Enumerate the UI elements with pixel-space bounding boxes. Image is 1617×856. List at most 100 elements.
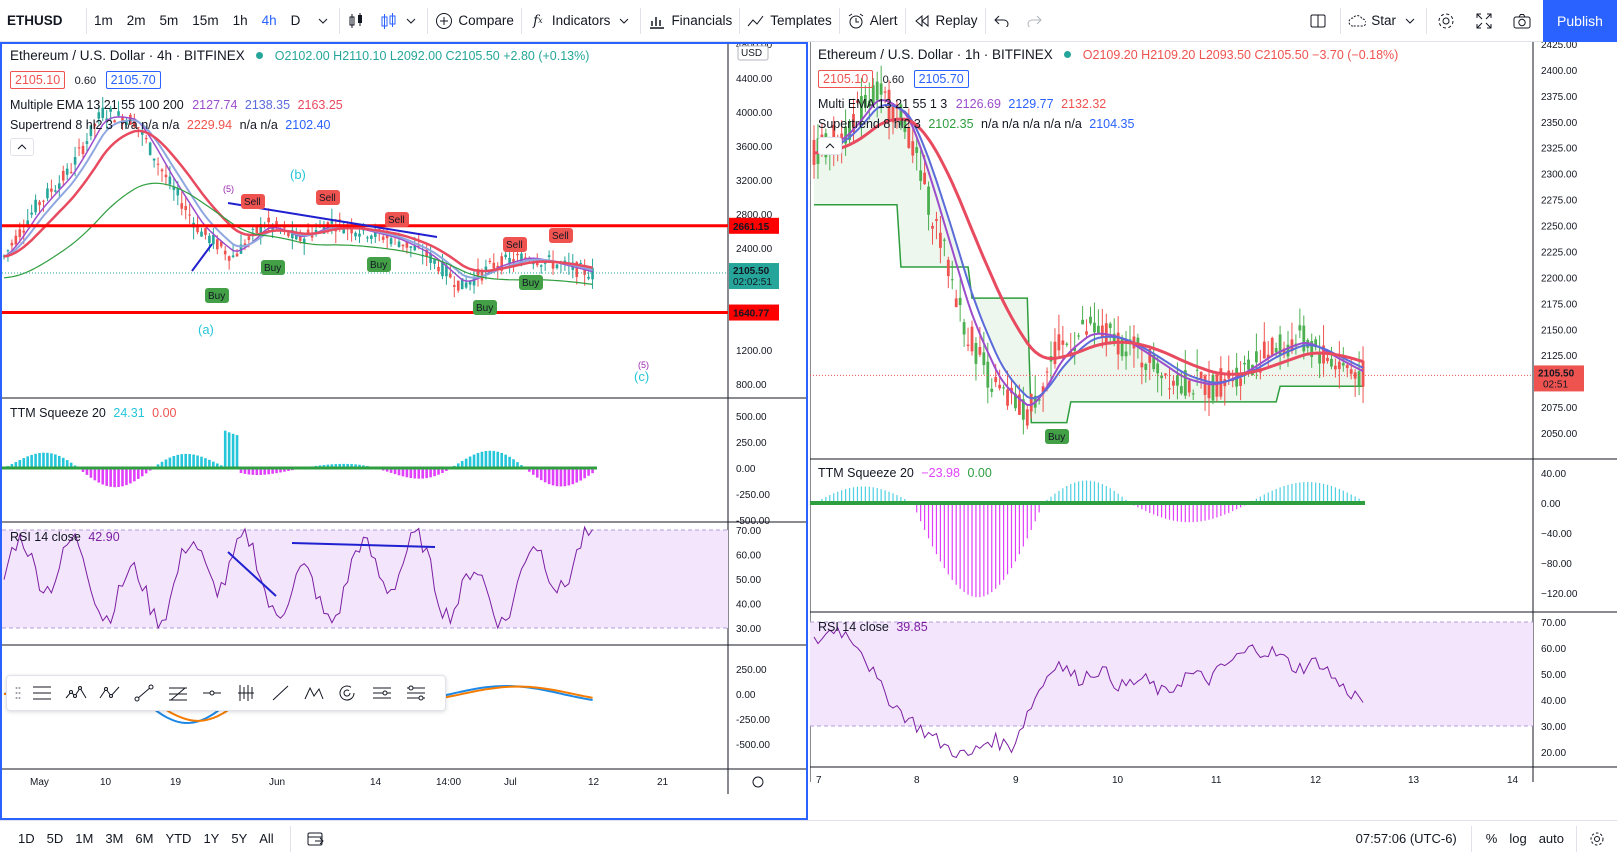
- log-scale-toggle[interactable]: log: [1509, 831, 1527, 846]
- trend-line-tool[interactable]: [127, 677, 161, 709]
- supertrend-values: n/a n/a n/a: [120, 118, 180, 132]
- left-chart-pane[interactable]: 4800.004400.004000.003600.003200.002800.…: [0, 42, 808, 820]
- time-axis-label: 7: [816, 775, 822, 786]
- left-rsi-legend[interactable]: RSI 14 close 42.90: [10, 530, 120, 544]
- right-supertrend-legend[interactable]: Supertrend 8 hl2 3 2102.35 n/a n/a n/a n…: [818, 117, 1134, 131]
- interval-dropdown[interactable]: [307, 0, 339, 42]
- candle-body: [89, 125, 93, 136]
- gann-tool[interactable]: [331, 677, 365, 709]
- ray-tool[interactable]: [263, 677, 297, 709]
- symbol-search[interactable]: ETHUSD: [0, 0, 86, 42]
- candle-body: [235, 253, 239, 257]
- snapshot-button[interactable]: [1503, 0, 1541, 42]
- chart-type-candles[interactable]: [340, 0, 372, 42]
- templates-button[interactable]: Templates: [740, 0, 839, 42]
- clock-timezone[interactable]: 07:57:06 (UTC-6): [1355, 831, 1457, 846]
- range-5y-button[interactable]: 5Y: [231, 831, 248, 846]
- range-1y-button[interactable]: 1Y: [203, 831, 220, 846]
- financials-button[interactable]: Financials: [641, 0, 739, 42]
- ttm-tick-label: 500.00: [736, 412, 767, 423]
- levels-tool[interactable]: [365, 677, 399, 709]
- range-ytd-button[interactable]: YTD: [165, 831, 192, 846]
- ttm-histogram-bar: [259, 468, 263, 475]
- star-button[interactable]: Star: [1341, 0, 1426, 42]
- settings-button[interactable]: [1427, 0, 1465, 42]
- fib-tool[interactable]: [161, 677, 195, 709]
- ask-price[interactable]: 2105.70: [105, 71, 161, 89]
- interval-5m[interactable]: 5m: [153, 0, 186, 42]
- candle-body: [85, 141, 89, 144]
- interval-1d[interactable]: D: [284, 0, 308, 42]
- right-chart-canvas[interactable]: 2425.00 2400.00 2375.00 2350.00 2325.00 2300.…: [810, 42, 1617, 820]
- candle-body: [1302, 325, 1306, 352]
- ask-price[interactable]: 2105.70: [913, 70, 969, 88]
- bid-price[interactable]: 2105.10: [10, 71, 66, 89]
- price-range-tool[interactable]: [229, 677, 263, 709]
- left-supertrend-legend[interactable]: Supertrend 8 hl2 3 n/a n/a n/a 2229.94 n…: [10, 118, 330, 132]
- interval-1h[interactable]: 1h: [226, 0, 255, 42]
- fullscreen-button[interactable]: [1465, 0, 1503, 42]
- range-3m-button[interactable]: 3M: [105, 831, 124, 846]
- candle-body: [1045, 371, 1049, 373]
- settings-lines-tool[interactable]: [399, 677, 433, 709]
- ttm-histogram-bar: [401, 468, 405, 477]
- drag-handle[interactable]: [11, 677, 25, 709]
- auto-scale-toggle[interactable]: auto: [1538, 831, 1564, 846]
- range-all-button[interactable]: All: [259, 831, 274, 846]
- range-1m-button[interactable]: 1M: [75, 831, 94, 846]
- undo-button[interactable]: [986, 0, 1018, 42]
- ttm-histogram-bar: [231, 433, 235, 469]
- candle-body: [184, 206, 187, 211]
- ttm-histogram-bar: [1066, 485, 1068, 504]
- right-chart-pane[interactable]: 2425.00 2400.00 2375.00 2350.00 2325.00 2300.…: [810, 42, 1617, 820]
- left-ttm-legend[interactable]: TTM Squeeze 20 24.31 0.00: [10, 406, 176, 420]
- scale-settings-button[interactable]: [1583, 831, 1611, 847]
- chart-type-bars[interactable]: [372, 0, 427, 42]
- candle-body: [867, 100, 871, 107]
- range-6m-button[interactable]: 6M: [135, 831, 154, 846]
- candle-body: [204, 228, 207, 235]
- time-axis-label: Jun: [269, 777, 285, 788]
- replay-button[interactable]: Replay: [906, 0, 985, 42]
- percent-scale-toggle[interactable]: %: [1485, 831, 1498, 846]
- interval-15m[interactable]: 15m: [185, 0, 225, 42]
- redo-button[interactable]: [1018, 0, 1050, 42]
- right-symbol-title[interactable]: Ethereum / U.S. Dollar · 1h · BITFINEX: [818, 47, 1053, 62]
- ttm-histogram-bar: [93, 468, 97, 481]
- gear-icon: [752, 776, 764, 788]
- collapse-legend-button[interactable]: [818, 137, 842, 155]
- indicators-button[interactable]: f x Indicators: [522, 0, 641, 42]
- ttm-histogram-bar: [216, 463, 219, 469]
- layout-button[interactable]: [1302, 0, 1334, 42]
- abc-wave-tool[interactable]: [93, 677, 127, 709]
- candle-body: [524, 257, 527, 259]
- bid-price[interactable]: 2105.10: [818, 70, 874, 88]
- interval-1m[interactable]: 1m: [87, 0, 120, 42]
- collapse-legend-button[interactable]: [10, 138, 34, 156]
- interval-4h[interactable]: 4h: [255, 0, 284, 42]
- left-ema-legend[interactable]: Multiple EMA 13 21 55 100 200 2127.74 21…: [10, 98, 343, 112]
- compare-button[interactable]: Compare: [428, 0, 521, 42]
- right-rsi-legend[interactable]: RSI 14 close 39.85: [818, 620, 928, 634]
- publish-button[interactable]: Publish: [1543, 0, 1617, 42]
- elliott-wave-tool[interactable]: [59, 677, 93, 709]
- ttm-histogram-bar: [1291, 483, 1293, 504]
- time-axis-label: 21: [657, 777, 669, 788]
- candle-body: [370, 235, 373, 239]
- indicators-label: Indicators: [551, 13, 611, 28]
- range-1d-button[interactable]: 1D: [18, 831, 35, 846]
- horizontal-line-tool[interactable]: [195, 677, 229, 709]
- candle-body: [287, 232, 290, 237]
- alert-button[interactable]: Alert: [840, 0, 905, 42]
- go-to-date-button[interactable]: [301, 831, 331, 847]
- ttm-histogram-bar: [156, 464, 160, 469]
- candle-body: [1025, 409, 1029, 426]
- pattern-tool[interactable]: [297, 677, 331, 709]
- candle-body: [468, 281, 472, 285]
- right-ema-legend[interactable]: Multi EMA 13 21 55 1 3 2126.69 2129.77 2…: [818, 97, 1106, 111]
- range-5d-button[interactable]: 5D: [46, 831, 64, 846]
- parallel-lines-tool[interactable]: [25, 677, 59, 709]
- interval-2m[interactable]: 2m: [120, 0, 153, 42]
- left-symbol-title[interactable]: Ethereum / U.S. Dollar · 4h · BITFINEX: [10, 48, 245, 63]
- right-ttm-legend[interactable]: TTM Squeeze 20 −23.98 0.00: [818, 466, 992, 480]
